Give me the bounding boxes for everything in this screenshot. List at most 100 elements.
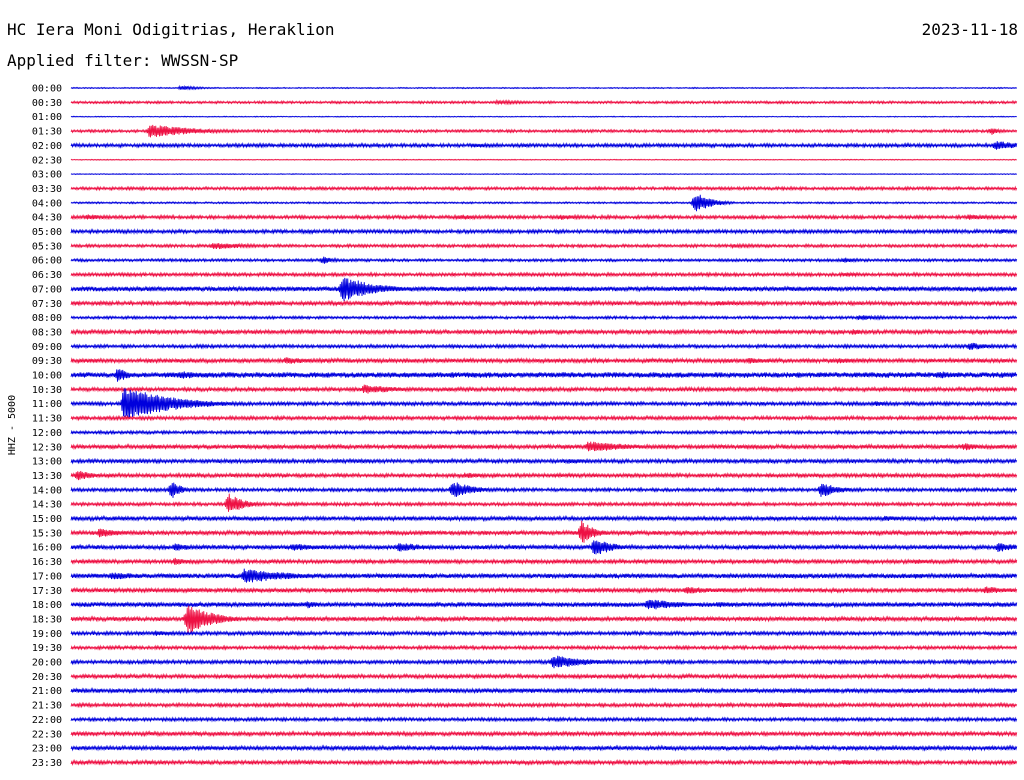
time-tick-label: 21:30 xyxy=(32,701,62,712)
trace-line-2330 xyxy=(70,758,1018,767)
trace-line-1700 xyxy=(70,568,1018,583)
trace-line-1500 xyxy=(70,514,1018,523)
trace-line-0830 xyxy=(70,328,1018,336)
time-tick-label: 03:30 xyxy=(32,184,62,195)
time-tick-label: 03:00 xyxy=(32,170,62,181)
trace-line-1800 xyxy=(70,599,1018,610)
trace-line-1330 xyxy=(70,470,1018,481)
time-tick-label: 05:00 xyxy=(32,227,62,238)
time-tick-label: 17:00 xyxy=(32,571,62,582)
trace-line-0030 xyxy=(70,98,1018,106)
time-tick-label: 21:00 xyxy=(32,686,62,697)
trace-line-0300 xyxy=(70,173,1018,176)
trace-line-0930 xyxy=(70,356,1018,365)
time-tick-label: 22:30 xyxy=(32,729,62,740)
time-tick-label: 23:00 xyxy=(32,744,62,755)
time-tick-label: 18:30 xyxy=(32,614,62,625)
trace-line-1000 xyxy=(70,369,1018,382)
trace-line-1430 xyxy=(70,493,1018,512)
trace-line-1030 xyxy=(70,384,1018,394)
trace-line-0530 xyxy=(70,242,1018,250)
trace-line-0630 xyxy=(70,271,1018,278)
time-tick-label: 07:00 xyxy=(32,284,62,295)
time-tick-label: 04:30 xyxy=(32,213,62,224)
trace-line-2300 xyxy=(70,744,1018,752)
trace-line-0430 xyxy=(70,213,1018,221)
trace-line-1130 xyxy=(70,414,1018,422)
trace-line-0900 xyxy=(70,342,1018,350)
time-tick-label: 20:30 xyxy=(32,672,62,683)
time-tick-label: 05:30 xyxy=(32,241,62,252)
trace-line-0230 xyxy=(70,158,1017,161)
trace-line-0500 xyxy=(70,228,1018,235)
time-tick-label: 13:00 xyxy=(32,457,62,468)
trace-line-2100 xyxy=(70,686,1018,695)
time-tick-label: 18:00 xyxy=(32,600,62,611)
trace-line-1830 xyxy=(70,605,1018,634)
time-tick-label: 17:30 xyxy=(32,586,62,597)
time-tick-label: 20:00 xyxy=(32,658,62,669)
time-tick-label: 16:30 xyxy=(32,557,62,568)
record-date: 2023-11-18 xyxy=(921,20,1018,39)
filter-label: Applied filter: xyxy=(7,51,152,70)
trace-line-0800 xyxy=(70,314,1018,321)
time-tick-label: 10:30 xyxy=(32,385,62,396)
trace-line-0730 xyxy=(70,299,1018,307)
trace-line-1900 xyxy=(70,629,1018,637)
time-tick-label: 08:00 xyxy=(32,313,62,324)
trace-line-1930 xyxy=(70,644,1018,651)
trace-line-0200 xyxy=(70,141,1018,150)
trace-line-1200 xyxy=(70,429,1018,436)
trace-line-2000 xyxy=(70,655,1018,669)
time-tick-label: 12:30 xyxy=(32,442,62,453)
time-tick-label: 16:00 xyxy=(32,543,62,554)
time-tick-label: 02:30 xyxy=(32,155,62,166)
time-tick-label: 19:30 xyxy=(32,643,62,654)
trace-line-1730 xyxy=(70,586,1018,594)
time-tick-label: 04:00 xyxy=(32,198,62,209)
time-tick-label: 13:30 xyxy=(32,471,62,482)
trace-line-0000 xyxy=(70,84,1018,91)
time-tick-labels: 00:00 00:30 01:00 01:30 02:00 02:30 03:00 03:30… xyxy=(32,84,62,769)
time-tick-label: 19:00 xyxy=(32,629,62,640)
trace-line-0330 xyxy=(70,185,1018,192)
time-tick-label: 09:00 xyxy=(32,342,62,353)
time-tick-label: 02:00 xyxy=(32,141,62,152)
time-tick-label: 14:00 xyxy=(32,485,62,496)
time-tick-label: 06:00 xyxy=(32,256,62,267)
seismic-traces xyxy=(70,84,1018,767)
time-tick-label: 15:00 xyxy=(32,514,62,525)
channel-label: HHZ - 5000 xyxy=(7,395,18,455)
trace-line-0100 xyxy=(70,115,1018,118)
trace-line-1100 xyxy=(70,388,1018,420)
time-tick-label: 14:30 xyxy=(32,500,62,511)
time-tick-label: 08:30 xyxy=(32,327,62,338)
time-tick-label: 01:00 xyxy=(32,112,62,123)
trace-line-2230 xyxy=(70,730,1018,738)
trace-line-1300 xyxy=(70,457,1018,465)
trace-line-1230 xyxy=(70,441,1018,452)
time-tick-label: 00:30 xyxy=(32,98,62,109)
trace-line-2130 xyxy=(70,701,1018,709)
time-tick-label: 11:00 xyxy=(32,399,62,410)
trace-line-1600 xyxy=(70,540,1018,555)
time-tick-label: 12:00 xyxy=(32,428,62,439)
filter-line: Applied filter: WWSSN-SP xyxy=(7,51,238,70)
time-tick-label: 10:00 xyxy=(32,371,62,382)
time-tick-label: 15:30 xyxy=(32,528,62,539)
filter-name: WWSSN-SP xyxy=(161,51,239,70)
trace-line-1400 xyxy=(70,482,1018,498)
trace-line-0400 xyxy=(70,194,1018,212)
time-tick-label: 22:00 xyxy=(32,715,62,726)
trace-line-0600 xyxy=(70,256,1018,264)
time-tick-label: 07:30 xyxy=(32,299,62,310)
trace-line-2200 xyxy=(70,716,1018,723)
time-tick-label: 11:30 xyxy=(32,414,62,425)
time-tick-label: 23:30 xyxy=(32,758,62,769)
time-tick-label: 06:30 xyxy=(32,270,62,281)
trace-line-0130 xyxy=(70,124,1018,138)
trace-line-1530 xyxy=(70,520,1018,543)
time-tick-label: 09:30 xyxy=(32,356,62,367)
trace-line-1630 xyxy=(70,557,1018,566)
